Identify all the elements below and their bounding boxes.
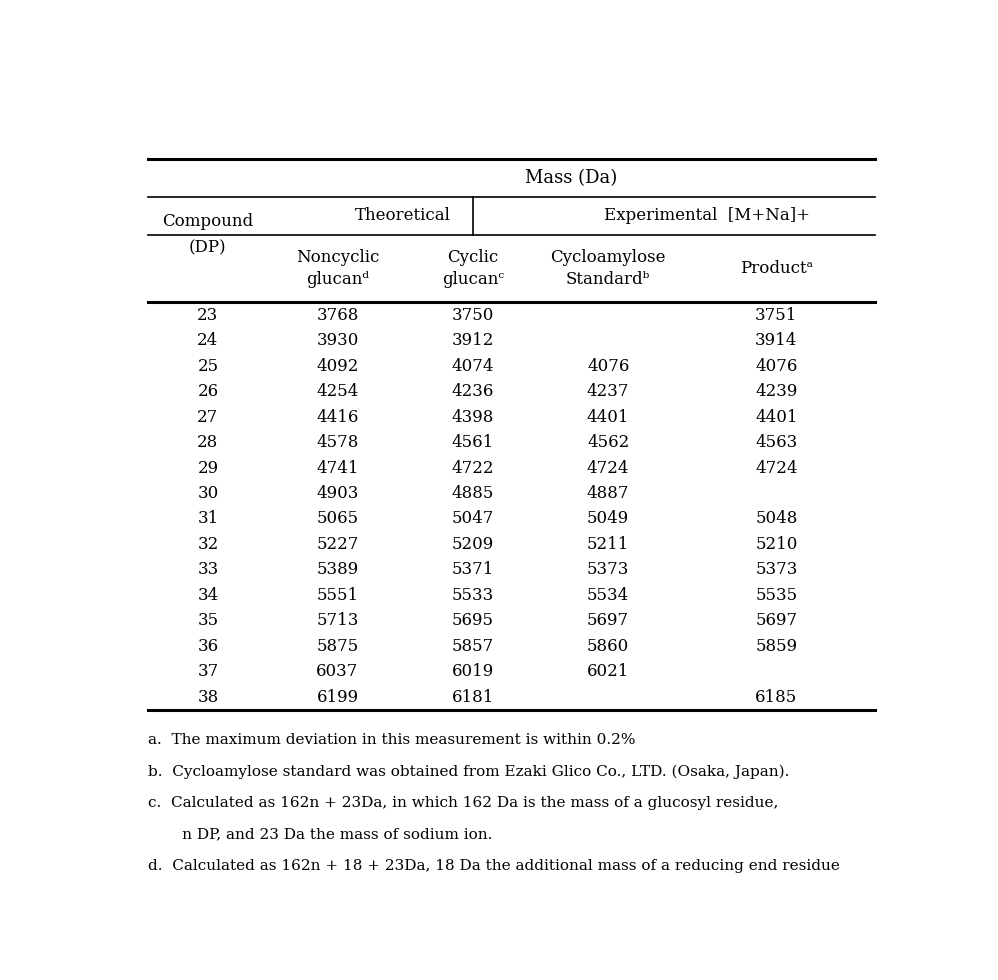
Text: 5857: 5857: [452, 638, 494, 655]
Text: 5049: 5049: [587, 511, 630, 527]
Text: 4092: 4092: [316, 358, 358, 374]
Text: 4236: 4236: [452, 383, 494, 400]
Text: 3751: 3751: [755, 307, 797, 323]
Text: 5535: 5535: [755, 587, 797, 604]
Text: 5697: 5697: [755, 612, 797, 629]
Text: Cycloamylose
Standardᵇ: Cycloamylose Standardᵇ: [551, 249, 666, 288]
Text: 5697: 5697: [587, 612, 629, 629]
Text: 4074: 4074: [451, 358, 494, 374]
Text: 36: 36: [198, 638, 219, 655]
Text: 4741: 4741: [316, 460, 358, 476]
Text: 5875: 5875: [316, 638, 358, 655]
Text: 4903: 4903: [316, 485, 358, 502]
Text: 31: 31: [198, 511, 219, 527]
Text: (DP): (DP): [189, 239, 227, 256]
Text: 4563: 4563: [755, 434, 797, 451]
Text: 38: 38: [198, 689, 219, 706]
Text: 6185: 6185: [755, 689, 797, 706]
Text: 26: 26: [198, 383, 219, 400]
Text: 33: 33: [198, 562, 219, 578]
Text: 4887: 4887: [587, 485, 630, 502]
Text: 29: 29: [198, 460, 219, 476]
Text: Theoretical: Theoretical: [355, 207, 451, 224]
Text: Noncyclic
glucanᵈ: Noncyclic glucanᵈ: [295, 249, 379, 288]
Text: 6181: 6181: [452, 689, 494, 706]
Text: 4237: 4237: [587, 383, 630, 400]
Text: 5534: 5534: [587, 587, 630, 604]
Text: 35: 35: [198, 612, 219, 629]
Text: n DP, and 23 Da the mass of sodium ion.: n DP, and 23 Da the mass of sodium ion.: [148, 828, 492, 842]
Text: a.  The maximum deviation in this measurement is within 0.2%: a. The maximum deviation in this measure…: [148, 733, 636, 747]
Text: 4885: 4885: [452, 485, 494, 502]
Text: 28: 28: [198, 434, 219, 451]
Text: 4724: 4724: [755, 460, 797, 476]
Text: 32: 32: [198, 536, 219, 553]
Text: 4724: 4724: [587, 460, 630, 476]
Text: 4076: 4076: [755, 358, 797, 374]
Text: Productᵃ: Productᵃ: [740, 260, 813, 277]
Text: 4722: 4722: [451, 460, 494, 476]
Text: 30: 30: [198, 485, 219, 502]
Text: 5227: 5227: [316, 536, 358, 553]
Text: 24: 24: [198, 332, 219, 349]
Text: 4562: 4562: [587, 434, 630, 451]
Text: d.  Calculated as 162n + 18 + 23Da, 18 Da the additional mass of a reducing end : d. Calculated as 162n + 18 + 23Da, 18 Da…: [148, 859, 840, 873]
Text: 4561: 4561: [452, 434, 494, 451]
Text: 4401: 4401: [755, 409, 797, 425]
Text: 5371: 5371: [452, 562, 494, 578]
Text: 5209: 5209: [452, 536, 494, 553]
Text: 3930: 3930: [316, 332, 358, 349]
Text: 5860: 5860: [587, 638, 630, 655]
Text: 5211: 5211: [587, 536, 630, 553]
Text: 3768: 3768: [316, 307, 358, 323]
Text: 34: 34: [198, 587, 219, 604]
Text: 3914: 3914: [755, 332, 797, 349]
Text: 6021: 6021: [587, 663, 630, 680]
Text: 27: 27: [198, 409, 219, 425]
Text: 5210: 5210: [755, 536, 797, 553]
Text: 25: 25: [198, 358, 219, 374]
Text: Cyclic
glucanᶜ: Cyclic glucanᶜ: [442, 249, 504, 288]
Text: 6019: 6019: [452, 663, 494, 680]
Text: 5047: 5047: [452, 511, 494, 527]
Text: 5389: 5389: [316, 562, 358, 578]
Text: 4401: 4401: [587, 409, 630, 425]
Text: 4416: 4416: [316, 409, 358, 425]
Text: 6199: 6199: [316, 689, 358, 706]
Text: 4398: 4398: [452, 409, 494, 425]
Text: 5065: 5065: [316, 511, 358, 527]
Text: 6037: 6037: [316, 663, 358, 680]
Text: 37: 37: [198, 663, 219, 680]
Text: 5859: 5859: [755, 638, 797, 655]
Text: 5551: 5551: [316, 587, 358, 604]
Text: 5533: 5533: [452, 587, 494, 604]
Text: 5048: 5048: [755, 511, 797, 527]
Text: c.  Calculated as 162n + 23Da, in which 162 Da is the mass of a glucosyl residue: c. Calculated as 162n + 23Da, in which 1…: [148, 796, 778, 810]
Text: 5373: 5373: [755, 562, 797, 578]
Text: Mass (Da): Mass (Da): [525, 169, 618, 187]
Text: 5695: 5695: [452, 612, 494, 629]
Text: 5373: 5373: [587, 562, 630, 578]
Text: Experimental  [M+Na]+: Experimental [M+Na]+: [604, 207, 809, 224]
Text: 4578: 4578: [316, 434, 358, 451]
Text: 4239: 4239: [755, 383, 797, 400]
Text: 3750: 3750: [452, 307, 494, 323]
Text: 5713: 5713: [316, 612, 358, 629]
Text: 23: 23: [198, 307, 219, 323]
Text: 3912: 3912: [452, 332, 494, 349]
Text: b.  Cycloamylose standard was obtained from Ezaki Glico Co., LTD. (Osaka, Japan): b. Cycloamylose standard was obtained fr…: [148, 764, 789, 779]
Text: Compound: Compound: [163, 214, 253, 230]
Text: 4076: 4076: [587, 358, 630, 374]
Text: 4254: 4254: [316, 383, 358, 400]
